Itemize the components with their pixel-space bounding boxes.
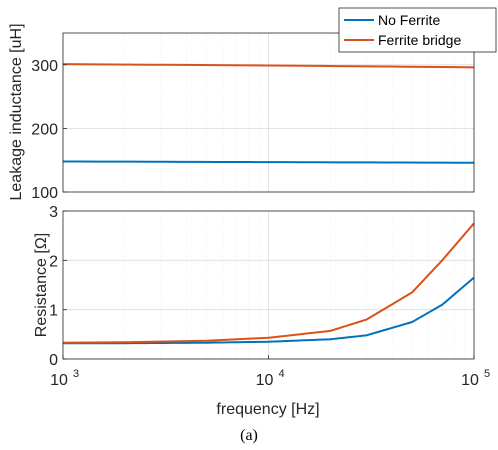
frequency-x-tick-exponent: 4	[278, 368, 284, 380]
resistance-y-tick-label: 0	[49, 352, 58, 369]
resistance-y-axis-label: Resistance [Ω]	[33, 233, 50, 337]
resistance-y-tick-label: 1	[49, 303, 58, 320]
legend: No Ferrite Ferrite bridge	[338, 7, 497, 53]
resistance-series-ferrite-bridge	[62, 222, 475, 344]
inductance-subplot: 100 200 300 Leakage inductance [uH]	[8, 23, 475, 202]
resistance-series-no-ferrite	[63, 276, 475, 345]
inductance-y-axis-label: Leakage inductance [uH]	[8, 23, 25, 200]
inductance-axes-box	[62, 32, 475, 193]
legend-box	[338, 7, 497, 53]
frequency-x-tick-label: 10	[461, 372, 479, 389]
legend-label-ferrite-bridge: Ferrite bridge	[378, 32, 461, 48]
frequency-x-axis-label: frequency [Hz]	[216, 401, 319, 418]
inductance-y-tick-label: 300	[31, 58, 58, 75]
frequency-x-tick-exponent: 3	[73, 368, 79, 380]
figure-caption: (a)	[240, 427, 258, 444]
frequency-x-tick-exponent: 5	[484, 368, 490, 380]
resistance-y-ticks: 0 1 2 3	[49, 204, 67, 369]
inductance-y-tick-label: 100	[31, 185, 58, 202]
resistance-y-tick-label: 3	[49, 204, 58, 221]
inductance-series-ferrite-bridge	[62, 63, 475, 69]
resistance-series-group	[62, 222, 475, 345]
frequency-x-tick-label: 10	[256, 372, 274, 389]
inductance-series-no-ferrite	[62, 160, 475, 164]
inductance-y-ticks: 100 200 300	[31, 58, 67, 202]
resistance-subplot: 0 1 2 3 10 3 10 4 10 5 Resistance [Ω] frequency …	[33, 204, 490, 418]
inductance-series-group	[62, 63, 475, 164]
frequency-x-tick-label: 10	[50, 372, 68, 389]
inductance-y-tick-label: 200	[31, 121, 58, 138]
frequency-x-ticks: 10 3 10 4 10 5	[50, 355, 490, 389]
resistance-y-tick-label: 2	[49, 253, 58, 270]
legend-label-no-ferrite: No Ferrite	[378, 12, 440, 28]
